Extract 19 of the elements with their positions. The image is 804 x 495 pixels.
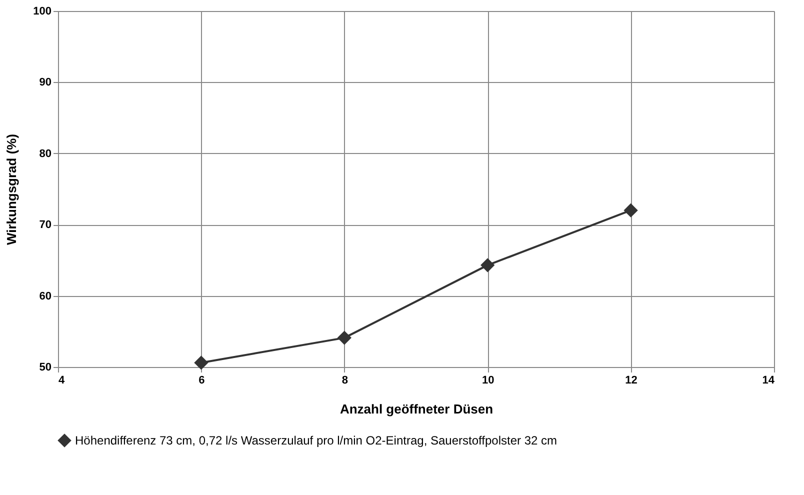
point <box>337 330 352 345</box>
y-tick-label: 70 <box>39 219 52 232</box>
legend-label: Höhendifferenz 73 cm, 0,72 l/s Wasserzulauf pro l/min O2-Eintrag, Sauerstoffpolster 32 cm <box>75 434 558 448</box>
y-tick-label: 50 <box>39 362 52 374</box>
x-tick-label: 10 <box>482 374 494 386</box>
y-tick-label: 90 <box>39 76 52 89</box>
y-tick-label: 60 <box>39 290 52 302</box>
x-tick-label: 8 <box>342 374 348 386</box>
point <box>194 356 208 370</box>
x-tick-label: 12 <box>625 374 638 386</box>
x-tick-label: 6 <box>198 374 205 386</box>
y-tick-label: 80 <box>39 148 52 160</box>
x-tick-label: 14 <box>762 374 776 386</box>
x-axis-title: Anzahl geöffneter Düsen <box>340 402 494 416</box>
point <box>480 258 495 272</box>
y-tick-label: 100 <box>33 6 52 18</box>
x-tick-label: 4 <box>58 374 66 386</box>
point <box>624 203 638 218</box>
y-axis-title: Wirkungsgrad (%) <box>4 134 20 246</box>
